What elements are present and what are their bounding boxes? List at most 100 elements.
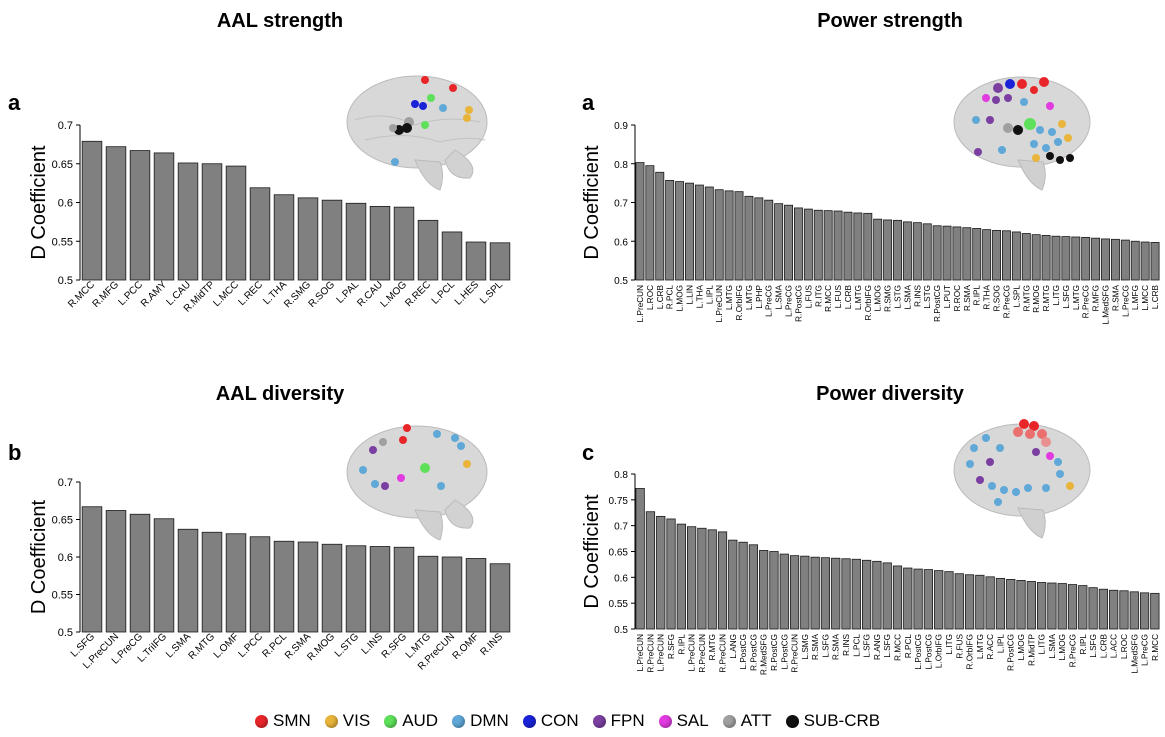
- bar: [675, 181, 685, 281]
- x-tick-label: L.ANG: [729, 634, 738, 659]
- bar: [129, 513, 151, 633]
- bar: [1101, 238, 1110, 281]
- legend-label: FPN: [610, 711, 645, 730]
- x-tick-label: R.MTG: [1022, 285, 1031, 311]
- x-tick-label: L.OrbIFG: [935, 634, 944, 668]
- bar: [843, 211, 853, 281]
- bar: [992, 229, 1002, 281]
- bar: [417, 555, 439, 633]
- bar: [1016, 580, 1026, 630]
- x-tick-label: R.FUS: [955, 633, 964, 658]
- y-tick-label: 0.65: [609, 548, 629, 559]
- x-tick-label: L.MTG: [976, 634, 985, 659]
- bar: [728, 539, 738, 630]
- x-tick-label: L.ACC: [1110, 634, 1119, 658]
- bar: [1139, 592, 1150, 630]
- x-tick-label: R.PreCUN: [698, 634, 707, 673]
- brain-render-power-strength: [953, 76, 1091, 191]
- bar: [635, 488, 645, 630]
- bar: [489, 563, 511, 633]
- x-tick-label: L.SFG: [821, 634, 830, 658]
- x-tick-label: R.SOG: [993, 285, 1002, 311]
- x-tick-label: R.MedSFG: [760, 634, 769, 675]
- x-tick-label: L.MTG: [1072, 285, 1081, 310]
- x-tick-label: L.PostCG: [924, 634, 933, 670]
- bar: [1011, 231, 1021, 281]
- bar: [249, 536, 271, 633]
- bar: [944, 571, 954, 630]
- bar: [393, 206, 415, 281]
- x-tick-label: R.MCC: [894, 634, 903, 661]
- y-tick-label: 0.55: [609, 599, 629, 610]
- x-tick-label: L.SMA: [1048, 633, 1057, 658]
- y-tick-label: 0.65: [52, 159, 73, 171]
- bar: [345, 202, 367, 281]
- x-tick-label: L.PreCUN: [636, 285, 645, 322]
- x-tick-label: R.PCL: [666, 285, 675, 310]
- bar: [704, 186, 714, 281]
- bar: [923, 569, 934, 630]
- x-tick-label: R.IPL: [973, 285, 982, 306]
- bar: [697, 527, 707, 630]
- y-tick-label: 0.6: [614, 573, 628, 584]
- x-tick-label: L.MedSFG: [1130, 634, 1139, 674]
- legend-swatch: [255, 714, 268, 728]
- bar: [810, 556, 820, 630]
- legend-swatch: [522, 714, 536, 728]
- y-axis-label: D Coefficient: [581, 145, 603, 260]
- x-tick-label: R.MCC: [1151, 634, 1160, 661]
- x-tick-label: L.PostCG: [739, 634, 748, 670]
- x-tick-label: R.AMY: [139, 279, 169, 309]
- y-axis-label: D Coefficient: [581, 494, 603, 609]
- bar: [441, 231, 463, 281]
- bar: [985, 576, 995, 630]
- bar: [754, 197, 764, 281]
- bar: [954, 573, 964, 630]
- x-tick-label: R.PostCG: [749, 634, 758, 671]
- bar: [872, 560, 882, 630]
- x-tick-label: L.SFG: [863, 634, 872, 658]
- x-tick-label: R.MTG: [187, 631, 218, 662]
- x-tick-label: R.INS: [913, 284, 922, 306]
- y-axis-label: D Coefficient: [28, 499, 50, 614]
- x-tick-label: R.SMG: [884, 285, 893, 312]
- x-tick-label: R.PreCG: [1069, 634, 1078, 667]
- bar: [707, 529, 717, 630]
- bar: [81, 140, 103, 281]
- bar: [105, 146, 127, 281]
- panel-title-power-strength: Power strength: [817, 10, 963, 32]
- bar: [1129, 591, 1139, 630]
- legend-item-sub-crb: SUB-CRB: [785, 711, 880, 731]
- x-tick-label: L.PreCUN: [636, 634, 645, 671]
- bar: [1110, 238, 1120, 281]
- y-axis-label: D Coefficient: [28, 145, 50, 260]
- panel-title-power-diversity: Power diversity: [816, 383, 964, 405]
- y-tick-label: 0.5: [614, 276, 628, 287]
- x-tick-label: L.MCC: [211, 279, 241, 309]
- x-tick-label: R.SMA: [811, 633, 820, 659]
- bar: [153, 152, 175, 281]
- x-tick-label: R.MFG: [91, 279, 122, 310]
- x-tick-label: L.MTG: [854, 285, 863, 310]
- y-tick-label: 0.7: [614, 522, 628, 533]
- bar: [177, 162, 199, 281]
- legend-item-con: CON: [522, 711, 579, 731]
- x-tick-label: R.INS: [478, 631, 505, 658]
- bar: [1057, 583, 1067, 630]
- x-tick-label: L.MedSFG: [1102, 285, 1111, 325]
- brain-render-power-diversity: [953, 419, 1091, 539]
- x-tick-label: R.THA: [983, 284, 992, 309]
- legend-label: VIS: [342, 711, 371, 730]
- bar: [645, 511, 656, 630]
- bar: [882, 562, 892, 630]
- legend-swatch: [722, 714, 736, 728]
- bar: [800, 555, 810, 630]
- bar: [1098, 588, 1109, 630]
- x-tick-label: L.CRB: [656, 284, 665, 309]
- x-tick-label: L.STG: [333, 631, 361, 659]
- bar: [873, 218, 883, 281]
- bar: [893, 219, 902, 281]
- bar: [686, 526, 697, 630]
- y-tick-label: 0.6: [58, 198, 73, 210]
